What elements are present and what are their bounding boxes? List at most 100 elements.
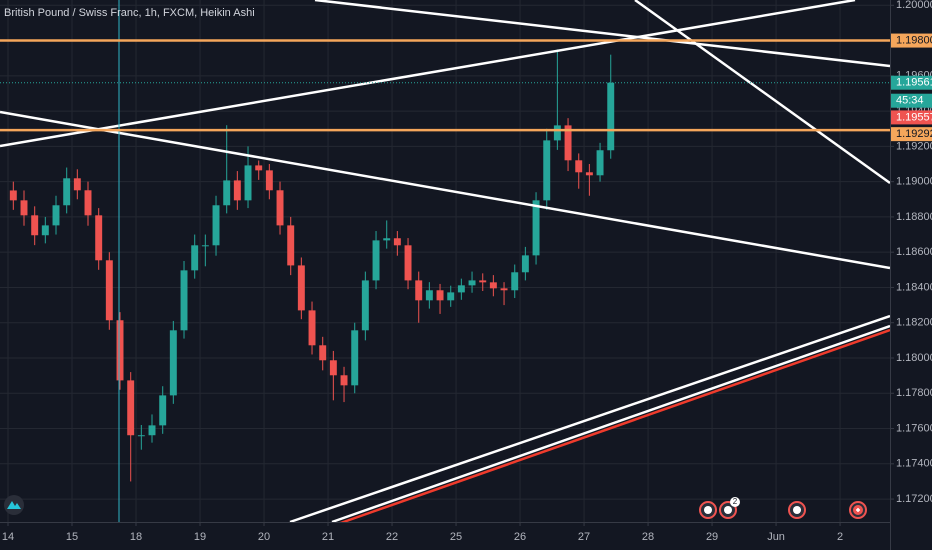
- trend-line: [314, 0, 891, 68]
- bid-label: 1.19557: [896, 111, 932, 123]
- logo-mark: [7, 501, 21, 509]
- candle-body: [137, 435, 145, 437]
- trend-line: [0, 0, 856, 148]
- y-tick-label: 1.19000: [896, 176, 932, 188]
- candle-body: [575, 160, 583, 173]
- candle-body: [255, 165, 263, 171]
- candle-body: [532, 200, 540, 256]
- countdown-label: 45:34: [896, 95, 924, 107]
- candle-body: [393, 238, 401, 246]
- candle-body: [564, 125, 572, 161]
- candle-body: [585, 172, 593, 176]
- candle-body: [521, 255, 529, 273]
- candle-body: [319, 345, 327, 361]
- candle-body: [404, 245, 412, 281]
- x-tick-label: Jun: [767, 531, 785, 543]
- event-flag: [724, 506, 732, 514]
- candle-body: [500, 288, 508, 291]
- candle-body: [351, 330, 359, 386]
- candle-body: [212, 205, 220, 246]
- event-flag: [793, 506, 801, 514]
- y-tick-label: 1.17200: [896, 493, 932, 505]
- candle-body: [73, 178, 81, 191]
- trend-line: [289, 314, 891, 524]
- grid: [0, 0, 890, 522]
- hline-label: 1.19292: [896, 128, 932, 140]
- hline-label: 1.19800: [896, 34, 932, 46]
- x-tick-label: 29: [706, 531, 718, 543]
- candle-body: [180, 270, 188, 331]
- y-tick-label: 1.18600: [896, 246, 932, 258]
- y-tick-label: 1.17600: [896, 422, 932, 434]
- x-tick-label: 22: [386, 531, 398, 543]
- candle-body: [169, 330, 177, 396]
- candle-body: [383, 238, 391, 241]
- y-tick-label: 1.18400: [896, 281, 932, 293]
- hline-label-box: [891, 127, 932, 142]
- y-tick-label: 1.18800: [896, 211, 932, 223]
- trend-line: [0, 110, 891, 270]
- candle-body: [41, 225, 49, 236]
- candle-body: [265, 170, 273, 191]
- candle-body: [340, 375, 348, 386]
- y-tick-label: 1.17800: [896, 387, 932, 399]
- y-tick-label: 1.20000: [896, 0, 932, 11]
- candle-body: [425, 290, 433, 301]
- candle-body: [511, 272, 519, 291]
- candle-body: [447, 292, 455, 301]
- event-flag: [704, 506, 712, 514]
- candle-body: [95, 215, 103, 261]
- candle-body: [105, 260, 113, 321]
- last-price-label-box: [891, 75, 932, 90]
- candle-body: [468, 280, 476, 286]
- time-axis: [0, 522, 890, 550]
- hline-label-box: [891, 33, 932, 48]
- logo: [4, 495, 24, 515]
- candle-body: [20, 200, 28, 216]
- candle-body: [52, 205, 60, 226]
- candle-body: [415, 280, 423, 301]
- candle-body: [31, 215, 39, 236]
- candle-body: [329, 360, 337, 376]
- candle-body: [361, 280, 369, 331]
- candle-body: [596, 150, 604, 176]
- candle-body: [84, 190, 92, 216]
- candle-body: [553, 125, 561, 141]
- events[interactable]: 2: [699, 497, 867, 519]
- candle-body: [479, 280, 487, 283]
- y-tick-label: 1.17400: [896, 458, 932, 470]
- candle-body: [457, 285, 465, 293]
- chart-title: British Pound / Swiss Franc, 1h, FXCM, H…: [4, 7, 255, 19]
- candle-body: [436, 290, 444, 301]
- y-tick-label: 1.19200: [896, 140, 932, 152]
- trend-lines: [0, 0, 891, 527]
- x-tick-label: 2: [837, 531, 843, 543]
- trend-line: [334, 328, 891, 527]
- overlay: [0, 39, 890, 132]
- event-badge-count: 2: [733, 497, 738, 506]
- candle-body: [308, 310, 316, 346]
- candle-body: [148, 425, 156, 436]
- candle-body: [543, 140, 551, 201]
- x-tick-label: 18: [130, 531, 142, 543]
- candle-body: [489, 282, 497, 289]
- candle-body: [297, 265, 305, 311]
- y-tick-label: 1.18000: [896, 352, 932, 364]
- candle-body: [223, 180, 231, 206]
- y-tick-label: 1.18200: [896, 317, 932, 329]
- x-tick-label: 14: [2, 531, 14, 543]
- price-axis: [890, 0, 932, 550]
- x-tick-label: 28: [642, 531, 654, 543]
- candle-body: [201, 245, 209, 247]
- x-tick-label: 19: [194, 531, 206, 543]
- x-tick-label: 26: [514, 531, 526, 543]
- candle-body: [276, 190, 284, 226]
- x-tick-label: 15: [66, 531, 78, 543]
- candle-body: [607, 82, 615, 151]
- x-tick-label: 27: [578, 531, 590, 543]
- candle-body: [9, 190, 17, 201]
- candle-body: [116, 320, 124, 381]
- event-cross: [856, 508, 860, 512]
